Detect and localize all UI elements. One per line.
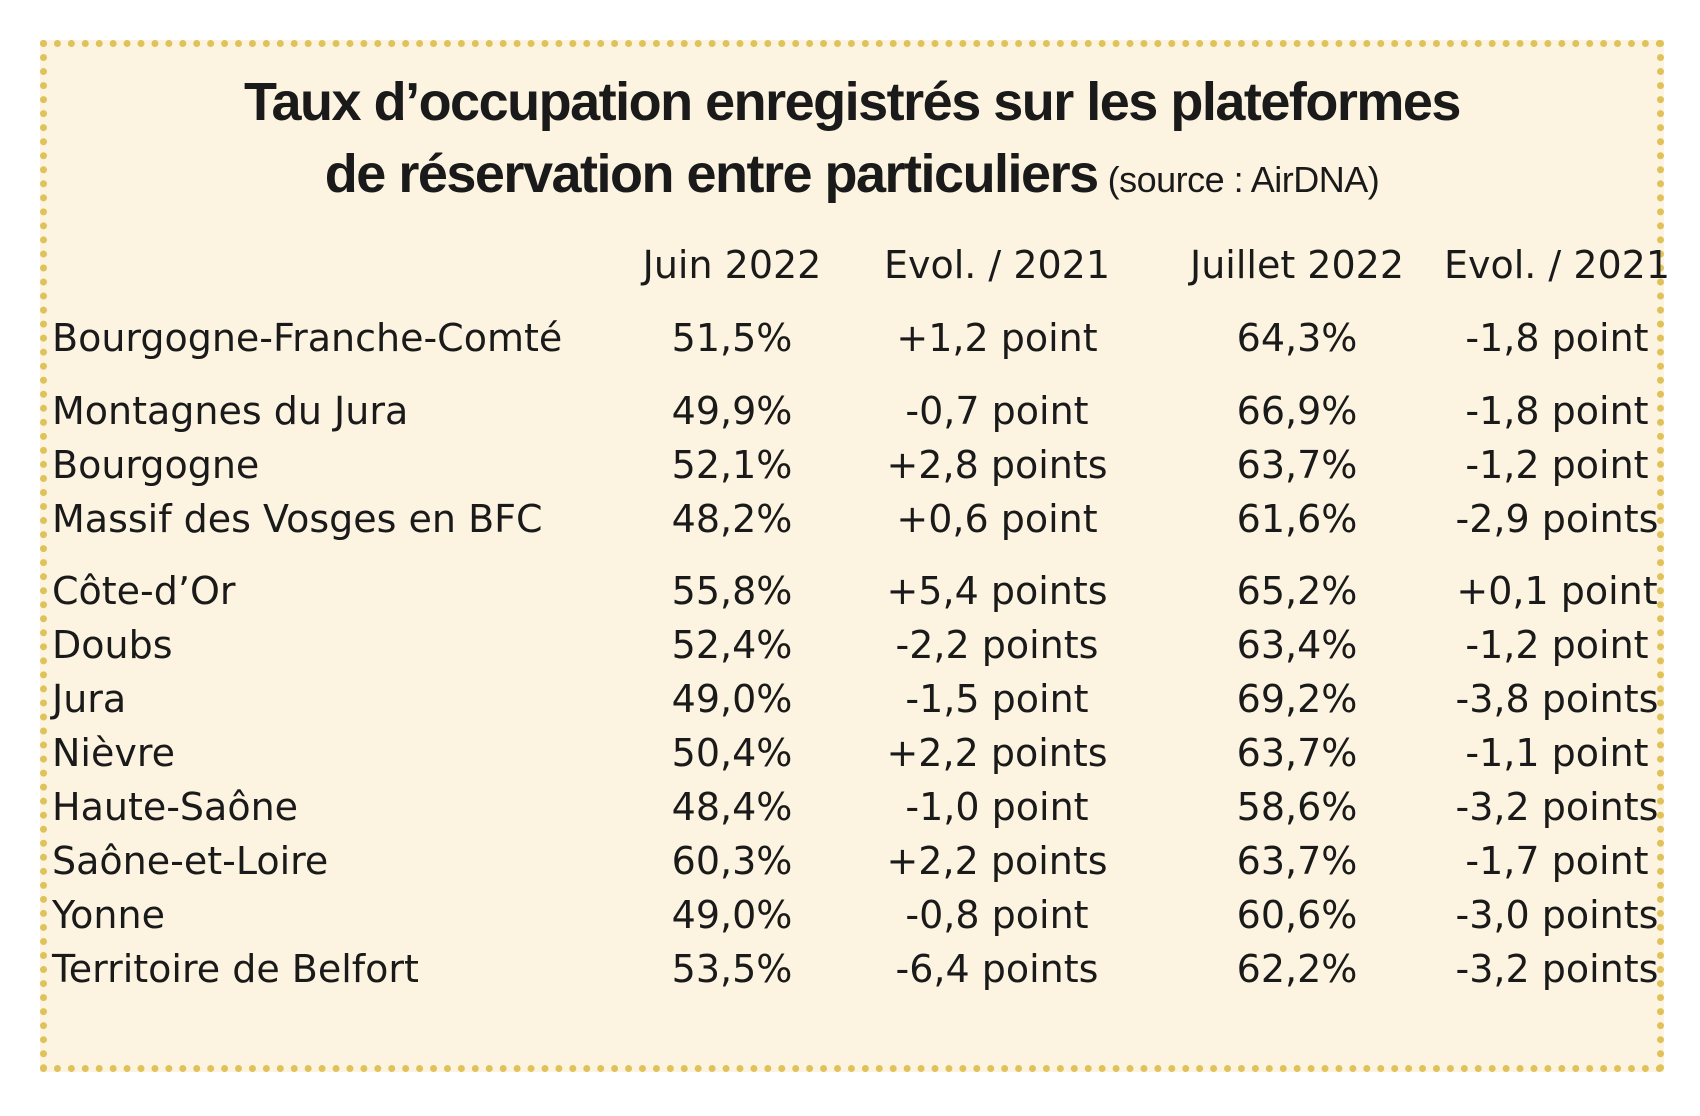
table-frame: Taux d’occupation enregistrés sur les pl…	[40, 40, 1670, 1072]
table-row: Territoire de Belfort 53,5% -6,4 points 62,…	[47, 946, 1658, 992]
cell-evol-juillet: -1,8 point	[1465, 316, 1649, 360]
row-label: Nièvre	[52, 731, 176, 775]
cell-evol-juin: -0,7 point	[905, 389, 1089, 433]
cell-juillet-2022: 61,6%	[1236, 497, 1358, 541]
cell-juin-2022: 49,0%	[671, 893, 793, 937]
title-line-1-text: Taux d’occupation enregistrés sur les pl…	[244, 72, 1461, 132]
cell-juin-2022: 48,4%	[671, 785, 793, 829]
title-line-2-text: de réservation entre particuliers	[324, 144, 1099, 204]
table-row: Bourgogne-Franche-Comté 51,5% +1,2 point 64…	[47, 315, 1657, 361]
cell-juin-2022: 51,5%	[671, 316, 793, 360]
cell-evol-juillet: -3,2 points	[1455, 947, 1659, 991]
cell-evol-juin: +5,4 points	[886, 569, 1108, 613]
cell-juin-2022: 53,5%	[671, 947, 793, 991]
cell-juillet-2022: 63,7%	[1236, 443, 1358, 487]
cell-juin-2022: 48,2%	[671, 497, 793, 541]
cell-juin-2022: 52,4%	[671, 623, 793, 667]
cell-evol-juillet: -1,2 point	[1465, 623, 1649, 667]
cell-juin-2022: 52,1%	[671, 443, 793, 487]
row-label: Montagnes du Jura	[52, 389, 409, 433]
cell-juin-2022: 49,0%	[671, 677, 793, 721]
cell-evol-juin: +2,8 points	[886, 443, 1108, 487]
cell-juillet-2022: 63,7%	[1236, 839, 1358, 883]
cell-evol-juillet: -3,2 points	[1455, 785, 1659, 829]
cell-evol-juin: +1,2 point	[896, 316, 1098, 360]
row-label: Yonne	[52, 893, 165, 937]
row-label: Bourgogne-Franche-Comté	[52, 316, 563, 360]
table-row: Yonne 49,0% -0,8 point 60,6% -3,0 points	[47, 892, 1658, 938]
column-header-juillet-2022: Juillet 2022	[1189, 243, 1405, 287]
cell-juin-2022: 55,8%	[671, 569, 793, 613]
table-row: Haute-Saône 48,4% -1,0 point 58,6% -3,2 poin…	[47, 784, 1658, 830]
table-row: Côte-d’Or 55,8% +5,4 points 65,2% +0,1 point	[47, 568, 1658, 614]
cell-evol-juillet: -1,8 point	[1465, 389, 1649, 433]
cell-evol-juin: -1,0 point	[905, 785, 1089, 829]
cell-juillet-2022: 60,6%	[1236, 893, 1358, 937]
cell-evol-juillet: -2,9 points	[1455, 497, 1659, 541]
cell-evol-juillet: -1,2 point	[1465, 443, 1649, 487]
cell-juillet-2022: 66,9%	[1236, 389, 1358, 433]
cell-juin-2022: 49,9%	[671, 389, 793, 433]
cell-evol-juin: -0,8 point	[905, 893, 1089, 937]
row-label: Bourgogne	[52, 443, 260, 487]
title-line-1: Taux d’occupation enregistrés sur les pl…	[47, 71, 1657, 133]
row-label: Côte-d’Or	[52, 569, 236, 613]
cell-evol-juin: -1,5 point	[905, 677, 1089, 721]
cell-evol-juillet: -1,1 point	[1465, 731, 1649, 775]
row-label: Doubs	[52, 623, 173, 667]
cell-evol-juin: -2,2 points	[895, 623, 1099, 667]
cell-evol-juin: -6,4 points	[895, 947, 1099, 991]
table-row: Montagnes du Jura 49,9% -0,7 point 66,9% -1,…	[47, 388, 1657, 434]
cell-juillet-2022: 69,2%	[1236, 677, 1358, 721]
table-row: Jura 49,0% -1,5 point 69,2% -3,8 points	[47, 676, 1658, 722]
row-label: Haute-Saône	[52, 785, 299, 829]
row-label: Saône-et-Loire	[52, 839, 329, 883]
cell-evol-juillet: -3,0 points	[1455, 893, 1659, 937]
cell-juillet-2022: 65,2%	[1236, 569, 1358, 613]
cell-evol-juillet: +0,1 point	[1456, 569, 1658, 613]
table-row: Doubs 52,4% -2,2 points 63,4% -1,2 point	[47, 622, 1657, 668]
cell-juin-2022: 50,4%	[671, 731, 793, 775]
column-header-juin-2022: Juin 2022	[642, 243, 822, 287]
row-label: Massif des Vosges en BFC	[52, 497, 543, 541]
cell-juillet-2022: 62,2%	[1236, 947, 1358, 991]
table-row: Bourgogne 52,1% +2,8 points 63,7% -1,2 point	[47, 442, 1657, 488]
cell-juillet-2022: 63,4%	[1236, 623, 1358, 667]
table-row: Saône-et-Loire 60,3% +2,2 points 63,7% -1,7 …	[47, 838, 1657, 884]
cell-juillet-2022: 63,7%	[1236, 731, 1358, 775]
cell-evol-juin: +2,2 points	[886, 839, 1108, 883]
title-line-2: de réservation entre particuliers (source…	[47, 143, 1657, 205]
cell-evol-juillet: -1,7 point	[1465, 839, 1649, 883]
cell-juillet-2022: 58,6%	[1236, 785, 1358, 829]
row-label: Territoire de Belfort	[52, 947, 419, 991]
row-label: Jura	[52, 677, 127, 721]
table-row: Massif des Vosges en BFC 48,2% +0,6 point 6…	[47, 496, 1658, 542]
column-header-evol-juin: Evol. / 2021	[883, 243, 1111, 287]
cell-juin-2022: 60,3%	[671, 839, 793, 883]
cell-juillet-2022: 64,3%	[1236, 316, 1358, 360]
table-row: Nièvre 50,4% +2,2 points 63,7% -1,1 point	[47, 730, 1657, 776]
cell-evol-juin: +0,6 point	[896, 497, 1098, 541]
source-note: (source : AirDNA)	[1107, 159, 1380, 200]
cell-evol-juin: +2,2 points	[886, 731, 1108, 775]
cell-evol-juillet: -3,8 points	[1455, 677, 1659, 721]
column-header-evol-juillet: Evol. / 2021	[1443, 243, 1671, 287]
